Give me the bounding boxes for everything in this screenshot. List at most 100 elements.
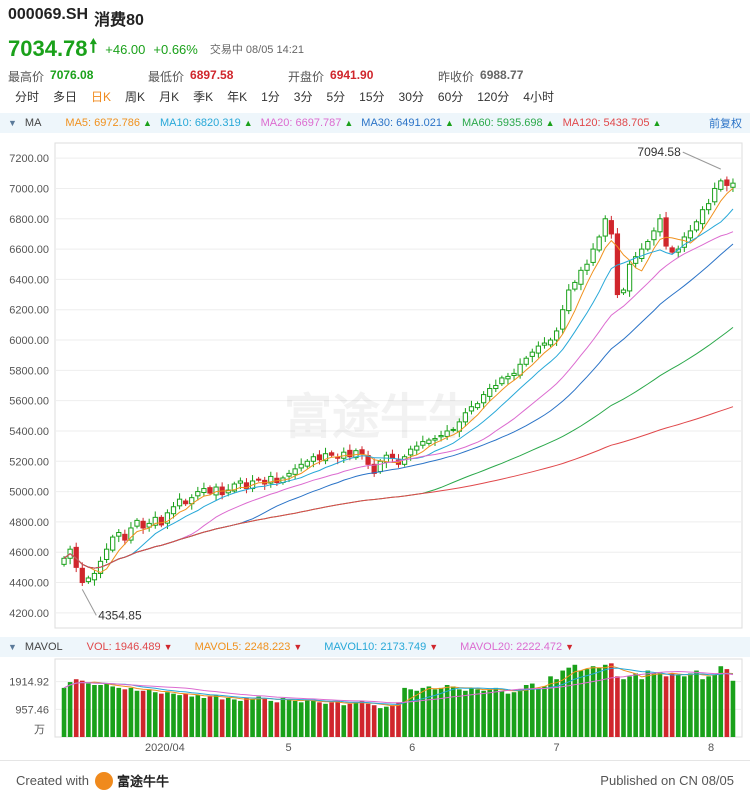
- ma120-line: [63, 406, 734, 569]
- candle-body: [645, 241, 651, 250]
- ma-item-1: MA10: 6820.319 ▲: [159, 117, 253, 129]
- volume-bar: [183, 693, 188, 737]
- candle-body: [651, 230, 657, 241]
- candle-body: [201, 488, 207, 494]
- volume-bar: [171, 693, 176, 737]
- y-tick-label: 5800.00: [9, 365, 49, 377]
- volume-bar: [487, 689, 493, 737]
- candle-body: [724, 179, 730, 186]
- candle-body: [693, 221, 700, 231]
- stat-0: 最高价 7076.08: [8, 68, 148, 85]
- volume-bar: [511, 692, 517, 737]
- published-text: Published on CN 08/05: [600, 773, 734, 788]
- candle-body: [140, 520, 146, 529]
- volume-bar: [359, 700, 365, 737]
- y-tick-label: 6600.00: [9, 244, 49, 256]
- volume-bar: [371, 705, 377, 737]
- volume-bar: [469, 687, 474, 737]
- ma-item-0: MA5: 6972.786 ▲: [65, 117, 152, 129]
- stats-row: 最高价 7076.08 最低价 6897.58 开盘价 6941.90 昨收价 6988.77: [8, 68, 742, 85]
- volume-svg[interactable]: 1914.92 957.46 万 2020/04 5 6 7 8: [0, 657, 750, 757]
- volume-bar: [615, 676, 620, 737]
- candle-body: [371, 463, 377, 474]
- volume-bar: [621, 679, 626, 737]
- y-tick-label: 5000.00: [9, 487, 49, 499]
- tab-5[interactable]: 季K: [193, 90, 214, 104]
- tab-0[interactable]: 分时: [15, 90, 40, 104]
- created-with-text: Created with: [16, 773, 89, 788]
- tab-14[interactable]: 4小时: [523, 90, 554, 104]
- volume-bar: [177, 695, 182, 737]
- volume-bar: [238, 700, 243, 737]
- candle-body: [572, 281, 578, 290]
- candle-body: [225, 489, 231, 494]
- collapse-triangle-icon[interactable]: ▼: [8, 118, 17, 128]
- candle-body: [553, 330, 560, 341]
- volume-bar: [365, 703, 371, 737]
- stat-value: 6941.90: [330, 68, 374, 82]
- low-annotation: 4354.85: [98, 608, 142, 622]
- volume-bar: [457, 689, 462, 737]
- volume-bar: [414, 690, 420, 737]
- candlestick-svg[interactable]: 7200.00 7000.00 6800.00 6600.00 6400.00 6200.…: [0, 133, 750, 633]
- tab-12[interactable]: 60分: [437, 90, 464, 104]
- vol-tick-label: 1914.92: [9, 677, 49, 689]
- volume-bar: [268, 700, 274, 737]
- tab-1[interactable]: 多日: [53, 90, 78, 104]
- volume-chart[interactable]: 1914.92 957.46 万 2020/04 5 6 7 8: [0, 657, 750, 757]
- candle-body: [523, 357, 529, 365]
- candle-body: [633, 256, 639, 264]
- tab-4[interactable]: 月K: [159, 90, 180, 104]
- y-tick-label: 6800.00: [9, 214, 49, 226]
- volume-bar: [706, 676, 711, 737]
- stat-label: 昨收价: [438, 70, 475, 84]
- tab-3[interactable]: 周K: [125, 90, 146, 104]
- candle-body: [511, 372, 517, 376]
- price-change: +46.00: [105, 41, 146, 57]
- vol-item-1: MAVOL5: 2248.223 ▼: [194, 641, 303, 653]
- watermark: 富途牛牛: [284, 391, 476, 444]
- volume-bar: [152, 692, 158, 737]
- volume-bar: [104, 683, 109, 737]
- candle-body: [487, 388, 493, 397]
- volume-bar: [341, 705, 347, 737]
- volume-bar: [116, 687, 122, 737]
- stat-label: 最低价: [148, 70, 185, 84]
- volume-bar: [189, 696, 195, 737]
- ma-item-5: MA120: 5438.705 ▲: [562, 117, 662, 129]
- candle-body: [286, 472, 292, 477]
- volume-bar: [323, 703, 328, 737]
- candlestick-chart[interactable]: 7200.00 7000.00 6800.00 6600.00 6400.00 6200.…: [0, 133, 750, 633]
- candle-body: [699, 209, 706, 225]
- volume-bar: [578, 670, 584, 737]
- tab-10[interactable]: 15分: [359, 90, 385, 104]
- plot-frame: [54, 142, 743, 629]
- mavol-label[interactable]: MAVOL: [24, 641, 63, 653]
- down-triangle-icon: ▼: [429, 642, 439, 652]
- candle-body: [675, 248, 681, 253]
- ma-label[interactable]: MA: [24, 117, 42, 129]
- volume-bar: [560, 670, 565, 737]
- tab-11[interactable]: 30分: [398, 90, 424, 104]
- volume-bar: [420, 687, 426, 737]
- candle-body: [322, 453, 329, 462]
- collapse-triangle-icon[interactable]: ▼: [8, 642, 17, 652]
- vol-item-0: VOL: 1946.489 ▼: [86, 641, 173, 653]
- candle-body: [158, 516, 164, 526]
- tab-6[interactable]: 年K: [227, 90, 248, 104]
- tab-9[interactable]: 5分: [326, 90, 346, 104]
- adjust-mode-button[interactable]: 前复权: [709, 118, 742, 130]
- volume-bar: [730, 680, 736, 737]
- y-tick-label: 6200.00: [9, 305, 49, 317]
- up-arrow-icon: 🠕: [89, 36, 98, 56]
- tab-7[interactable]: 1分: [261, 90, 280, 104]
- volume-bar: [663, 676, 669, 737]
- tab-2[interactable]: 日K: [91, 90, 112, 104]
- candle-body: [566, 289, 572, 312]
- stat-2: 开盘价 6941.90: [288, 68, 438, 85]
- tab-13[interactable]: 120分: [477, 90, 510, 104]
- candle-body: [207, 487, 213, 494]
- candle-body: [310, 456, 316, 462]
- ma10-line: [63, 208, 734, 569]
- tab-8[interactable]: 3分: [293, 90, 313, 104]
